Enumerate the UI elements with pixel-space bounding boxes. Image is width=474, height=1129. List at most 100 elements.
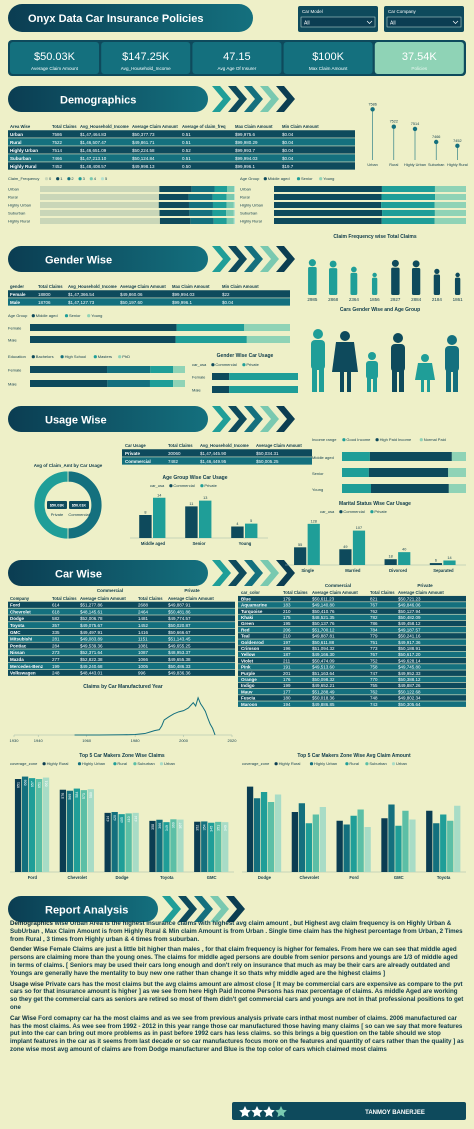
table-cell: $49,886.85 [312,702,335,707]
legend-swatch [309,762,314,766]
legend-label: PhD [122,354,130,359]
table-cell: 0.51 [182,156,191,161]
table-row [8,642,235,649]
table-row [238,626,466,633]
bar-segment [149,380,174,387]
legend-swatch [64,314,69,318]
chevron [244,246,263,272]
legend-label: Urban [164,761,175,766]
table-cell: $50,481.86 [168,609,191,614]
category-label: Young [239,541,252,546]
bar [245,523,258,538]
table-cell: 1151 [138,637,148,642]
table-row [8,628,235,636]
table-row [238,620,466,627]
category-label: Suburban [8,211,25,216]
table-cell: $50,486.33 [168,664,191,669]
bar [80,790,87,872]
legend-label: Rural [117,761,127,766]
figure-body [411,268,421,295]
table-cell: $48,521.35 [312,615,335,620]
table-cell: 357 [52,623,60,628]
table-cell: 751 [370,640,378,645]
kpi-value: 37.54K [402,51,438,63]
legend-swatch [345,762,349,766]
report-lead: Usage wise [10,980,44,988]
table-cell: GMC [10,630,21,635]
table-cell: $50,611.88 [312,640,335,645]
figure-head [412,260,420,268]
data-label: 661 [44,781,48,787]
bar [139,515,152,538]
table-row [238,701,466,707]
table-cell: $49,998.13 [132,164,155,169]
legend-swatch [211,363,215,367]
data-label: 40 [402,548,406,552]
chart-title: Gender Wise Car Usage [217,353,274,359]
legend-label: Suburban [137,761,154,766]
table-row [238,688,466,695]
table-cell: Khaki [241,615,253,620]
bar-segment [434,202,466,208]
x-tick-label: 1960 [82,738,92,743]
bar-segment [212,210,227,216]
x-tick-label: 2020 [228,738,238,743]
table-cell: $49,497.91 [80,630,103,635]
kpi-label: Avg_Household_Income [121,66,171,71]
bar [336,820,343,872]
table-cell: 770 [370,677,378,682]
table-cell: 7514 [52,148,63,153]
bar [443,560,456,565]
table-row [238,614,466,621]
bar-segment [107,380,150,387]
kpi-label: Avg Age Of Insurer [218,66,257,71]
filter-value: All [304,21,310,27]
table-row [8,162,355,170]
table-cell: $50,122.68 [398,689,421,694]
table-cell: $52,006.78 [80,616,103,621]
bar-segment [40,218,160,224]
figure-body [371,277,378,295]
bar-segment [226,218,234,224]
table-cell: 187 [283,652,291,657]
table-cell: 782 [370,615,378,620]
legend-label: Rural [349,761,359,766]
table-row [8,290,290,298]
data-label: 351 [217,825,221,831]
legend-label: Middle aged [268,176,290,181]
table-cell: Highly Urban [10,148,38,153]
bar [426,810,433,872]
table-row [8,601,235,608]
table-cell: 0.52 [182,148,191,153]
data-label: 651 [16,782,20,788]
table-row [238,645,466,652]
table-cell: $99,994.03 [235,156,258,161]
table-cell: 784 [370,627,378,632]
bar-segment [176,324,245,331]
kpi-card [283,42,373,74]
bar [199,500,212,538]
legend-label: Private [246,362,259,367]
bar [208,822,215,872]
column-header: Max Claim Amount [172,284,210,289]
data-label: 584 [75,792,79,798]
legend-swatch [169,484,173,488]
bar [305,823,312,872]
column-header: Car Usage [125,443,146,448]
bar-segment [233,202,235,208]
bar [395,825,402,872]
table-cell: 582 [52,616,60,621]
table-cell: 618 [52,609,60,614]
category-label: Private [51,512,64,517]
section-title: Report Analysis [45,905,128,917]
table-cell: Aquamarine [241,603,268,608]
filter-dropdown[interactable] [300,16,376,28]
table-row [8,146,355,154]
table-cell: $49,952.33 [398,671,421,676]
report-paragraph: Demographics wise Urban Area is the high… [10,920,464,943]
bar [339,549,352,565]
category-label: Commercial [68,512,89,517]
table-row [8,615,235,622]
filter-dropdown[interactable] [386,16,462,28]
table-cell: $49,745.80 [398,665,421,670]
